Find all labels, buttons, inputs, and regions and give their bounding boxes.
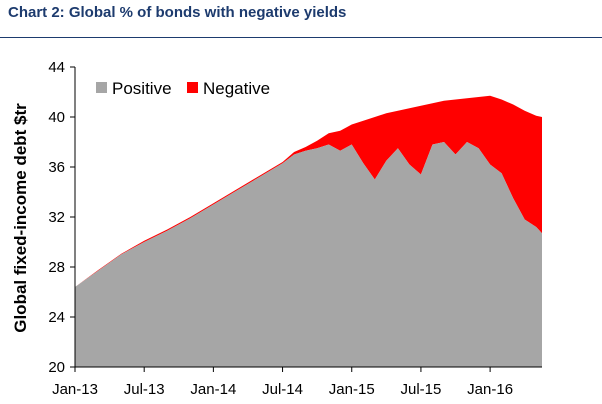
y-tick-label: 28 [48, 259, 65, 276]
x-tick-label: Jan-13 [52, 381, 98, 398]
y-tick-label: 44 [48, 59, 65, 76]
x-tick-label: Jan-14 [190, 381, 236, 398]
y-tick-label: 20 [48, 359, 65, 376]
legend-swatch-negative [187, 82, 198, 93]
x-tick-label: Jan-15 [329, 381, 375, 398]
legend-swatch-positive [96, 82, 107, 93]
title-rule [0, 37, 602, 38]
x-tick-label: Jul-13 [124, 381, 165, 398]
legend: Positive Negative [96, 79, 270, 98]
plot-area: 20 24 28 32 36 40 44 Jan-13 Jul-13 Jan-14 Jul-14 Ja… [48, 59, 542, 398]
x-tick-label: Jul-15 [400, 381, 441, 398]
y-tick-label: 32 [48, 209, 65, 226]
legend-label-positive: Positive [112, 79, 172, 98]
x-tick-label: Jul-14 [262, 381, 303, 398]
series-area-positive [75, 142, 542, 367]
y-axis-title: Global fixed-income debt $tr [11, 103, 30, 333]
y-tick-label: 40 [48, 109, 65, 126]
legend-label-negative: Negative [203, 79, 270, 98]
y-tick-label: 36 [48, 159, 65, 176]
chart-title: Chart 2: Global % of bonds with negative… [8, 4, 347, 21]
series-area-negative [75, 95, 542, 287]
y-tick-label: 24 [48, 309, 65, 326]
x-tick-label: Jan-16 [467, 381, 513, 398]
